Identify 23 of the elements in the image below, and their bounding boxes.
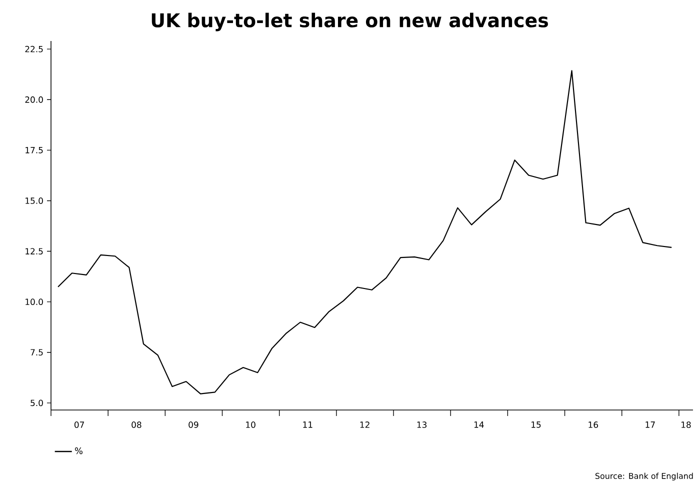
- y-tick-label: 5.0: [30, 400, 43, 406]
- y-tick-label: 20.0: [25, 96, 43, 103]
- y-tick-label: 15.0: [26, 198, 43, 204]
- x-tick-label: 14: [474, 422, 484, 428]
- x-tick-label: 11: [303, 422, 312, 428]
- y-tick-label: 10.0: [26, 298, 43, 306]
- x-tick-label: 10: [246, 422, 256, 428]
- line-series: [57, 70, 672, 394]
- y-tick-label: 22.5: [25, 46, 43, 52]
- x-tick-label: 12: [360, 422, 370, 428]
- x-tick-label: 07: [74, 422, 84, 428]
- x-tick-label: 16: [588, 422, 598, 428]
- y-tick-label: 12.5: [26, 248, 43, 254]
- y-tick-label: 7.5: [30, 349, 43, 356]
- y-tick-label: 17.5: [26, 147, 43, 154]
- legend-label: %: [74, 447, 83, 454]
- chart-title: UK buy-to-let share on new advances: [152, 12, 548, 32]
- x-tick-label: 09: [188, 422, 198, 428]
- x-tick-label: 17: [646, 422, 655, 428]
- x-tick-label: 15: [532, 422, 541, 428]
- x-tick-label: 08: [132, 422, 142, 428]
- x-tick-label: 13: [417, 422, 427, 428]
- x-tick-label: 18: [682, 422, 691, 428]
